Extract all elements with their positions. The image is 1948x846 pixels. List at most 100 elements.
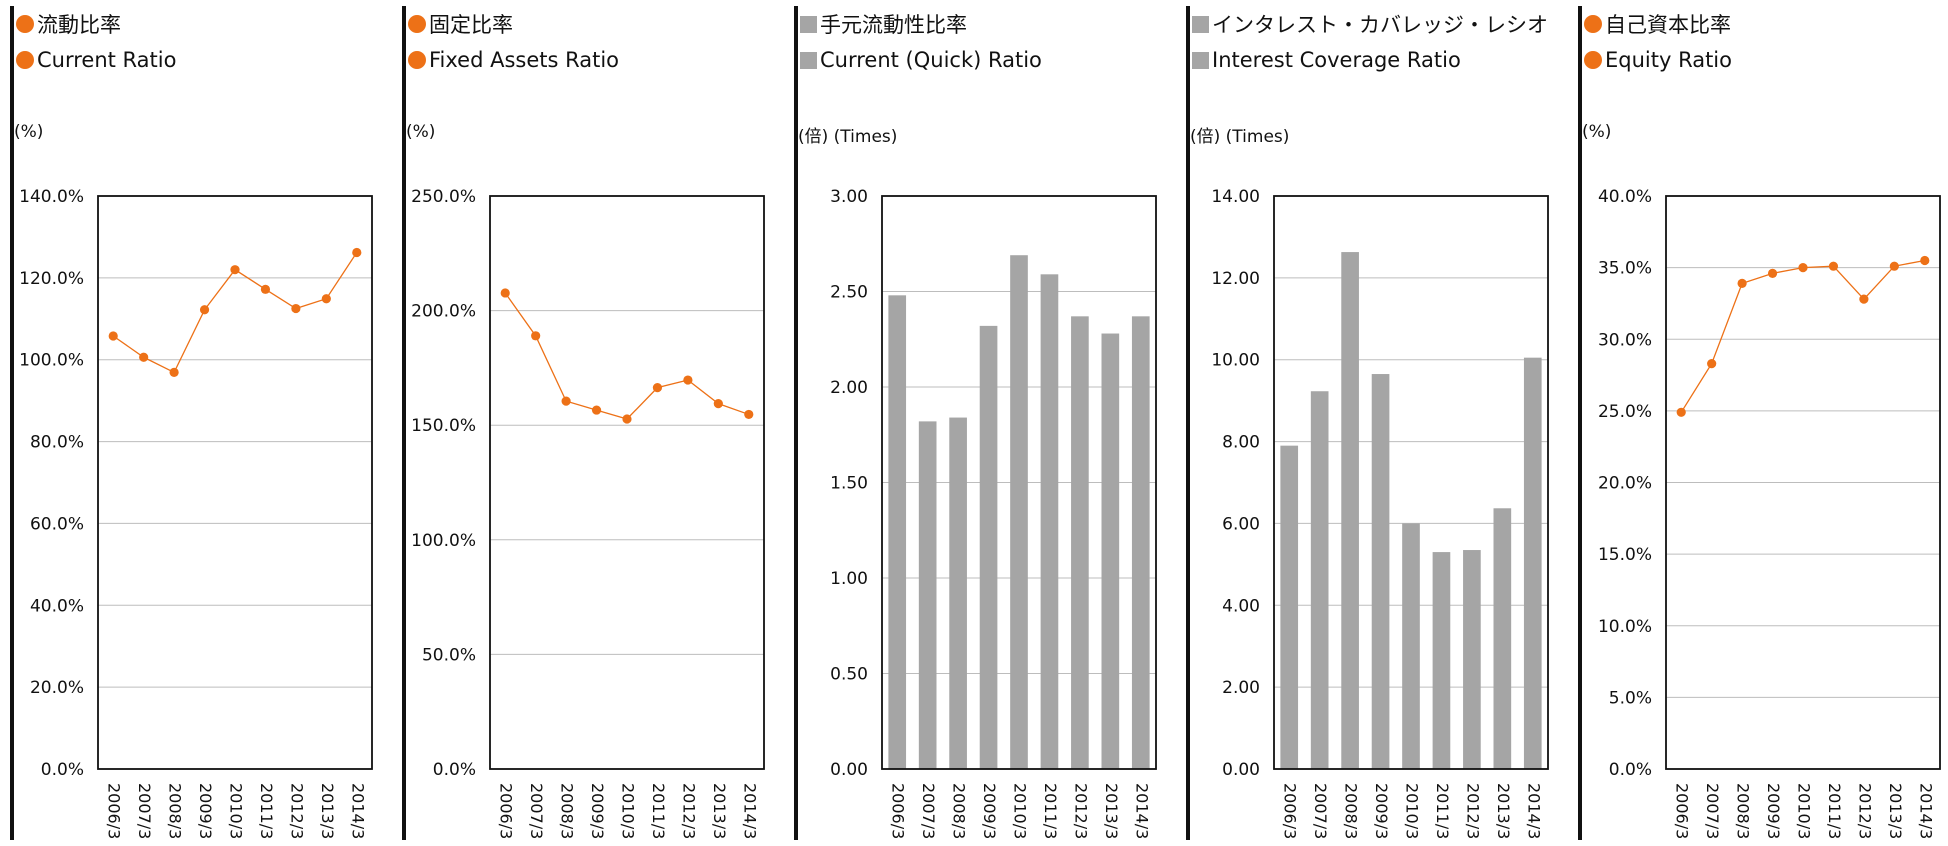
legend-item-ja: インタレスト・カバレッジ・レシオ [1192, 6, 1548, 42]
y-tick-label: 60.0% [30, 514, 84, 534]
x-tick-label: 2007/3 [1311, 783, 1330, 839]
data-point [139, 352, 149, 362]
y-tick-label: 120.0% [19, 269, 84, 289]
x-tick-label: 2008/3 [166, 783, 185, 839]
chart-plot: 0.0% 50.0% 100.0% 150.0% 200.0% 250.0% 2006/3 2… [411, 187, 765, 839]
bar [1402, 523, 1420, 769]
y-tick-label: 0.0% [1609, 760, 1652, 780]
bar [1463, 550, 1481, 769]
y-tick-label: 1.00 [830, 569, 868, 589]
legend-label-en: Interest Coverage Ratio [1212, 48, 1461, 72]
legend-item-en: Current Ratio [16, 42, 176, 78]
x-tick-label: 2011/3 [257, 783, 276, 839]
y-tick-label: 4.00 [1222, 596, 1260, 616]
bar [1101, 333, 1120, 769]
plot-frame [1273, 195, 1549, 770]
plot-frame [489, 195, 765, 770]
panel-divider [10, 6, 14, 840]
x-tick-label: 2014/3 [740, 783, 759, 839]
legend-label-ja: インタレスト・カバレッジ・レシオ [1212, 13, 1548, 37]
data-point [199, 305, 210, 315]
data-point [1920, 255, 1930, 266]
y-tick-label: 80.0% [30, 433, 84, 453]
chart-plot: 0.0% 20.0% 40.0% 60.0% 80.0% 100.0% 120.0% 140.… [19, 187, 373, 839]
legend: インタレスト・カバレッジ・レシオ Interest Coverage Ratio [1192, 6, 1548, 78]
unit-label: (倍) (Times) [1190, 127, 1290, 147]
chart-panel-fixed-assets-ratio: 固定比率 Fixed Assets Ratio (%) 0.0% 50.0% 100… [392, 0, 784, 846]
series-line [1680, 259, 1925, 413]
y-tick-label: 0.0% [433, 760, 476, 780]
data-point [291, 303, 301, 314]
y-tick-label: 0.50 [830, 665, 868, 685]
series-line [504, 292, 749, 420]
unit-label: (%) [1582, 122, 1612, 142]
x-tick-label: 2011/3 [1041, 783, 1060, 839]
legend-marker-icon [800, 15, 817, 33]
y-tick-label: 140.0% [19, 187, 84, 207]
y-tick-label: 10.0% [1598, 617, 1652, 637]
bar [1341, 252, 1359, 769]
data-point [169, 367, 179, 378]
bar [888, 295, 907, 769]
plot-frame [881, 195, 1157, 770]
panel-divider [794, 6, 798, 840]
bar [1280, 445, 1299, 769]
legend-label-en: Current (Quick) Ratio [820, 48, 1042, 72]
x-tick-label: 2010/3 [1403, 783, 1422, 839]
data-point [1737, 278, 1747, 288]
x-tick-label: 2013/3 [318, 783, 337, 839]
data-point [744, 409, 754, 420]
panel-divider [1578, 6, 1582, 840]
y-tick-label: 200.0% [411, 302, 476, 322]
data-point [108, 331, 118, 341]
y-tick-label: 10.00 [1211, 351, 1260, 371]
legend: 自己資本比率 Equity Ratio [1584, 6, 1732, 78]
legend-marker-icon [408, 51, 426, 69]
bar [1131, 316, 1150, 769]
legend-item-ja: 自己資本比率 [1584, 6, 1732, 42]
chart-plot: 0.00 0.50 1.00 1.50 2.00 2.50 3.00 2006/3 2007/3… [830, 187, 1157, 839]
y-tick-label: 2.00 [830, 378, 868, 398]
bar [1493, 508, 1512, 769]
x-tick-label: 2012/3 [1071, 783, 1090, 839]
chart-panel-quick-ratio: 手元流動性比率 Current (Quick) Ratio (倍) (Times… [784, 0, 1176, 846]
x-tick-label: 2013/3 [1102, 783, 1121, 839]
x-tick-label: 2007/3 [135, 783, 154, 839]
legend-marker-icon [1584, 15, 1602, 33]
y-tick-label: 20.0% [30, 678, 84, 698]
legend-item-en: Equity Ratio [1584, 42, 1732, 78]
legend-label-ja: 自己資本比率 [1605, 13, 1731, 37]
data-point [713, 399, 723, 409]
data-point [1676, 407, 1686, 417]
bar [949, 417, 967, 769]
x-tick-label: 2010/3 [1011, 783, 1030, 839]
legend-marker-icon [16, 15, 34, 33]
legend-label-en: Fixed Assets Ratio [429, 48, 620, 72]
legend-marker-icon [16, 51, 34, 69]
data-point [321, 294, 331, 304]
plot-frame [97, 195, 373, 770]
x-tick-label: 2011/3 [649, 783, 668, 839]
x-tick-label: 2014/3 [1524, 783, 1543, 839]
bar [1071, 316, 1089, 769]
legend-marker-icon [1192, 15, 1209, 33]
y-tick-label: 250.0% [411, 187, 476, 207]
data-point [1889, 261, 1899, 271]
unit-label: (%) [406, 122, 436, 142]
x-tick-label: 2012/3 [1855, 783, 1874, 839]
legend: 手元流動性比率 Current (Quick) Ratio [800, 6, 1042, 78]
y-tick-label: 15.0% [1598, 545, 1652, 565]
data-point [1767, 268, 1778, 278]
x-tick-label: 2012/3 [679, 783, 698, 839]
x-tick-label: 2009/3 [1764, 783, 1783, 839]
legend-label-ja: 流動比率 [37, 13, 121, 37]
y-tick-label: 40.0% [30, 596, 84, 616]
legend-item-ja: 固定比率 [408, 6, 619, 42]
chart-panel-current-ratio: 流動比率 Current Ratio (%) 0.0% 20.0% 40.0% 60.… [0, 0, 392, 846]
y-tick-label: 8.00 [1222, 433, 1260, 453]
x-tick-label: 2013/3 [1886, 783, 1905, 839]
y-tick-label: 25.0% [1598, 402, 1652, 422]
bar [1371, 374, 1390, 769]
y-tick-label: 30.0% [1598, 330, 1652, 350]
x-tick-label: 2007/3 [527, 783, 546, 839]
